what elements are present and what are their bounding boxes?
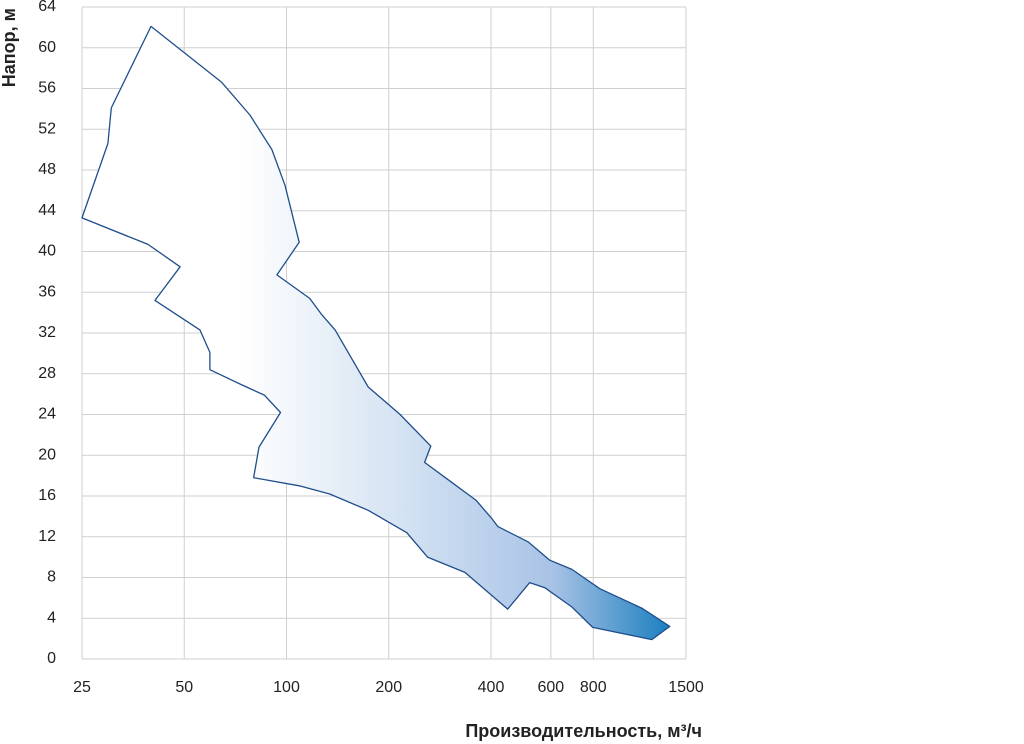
- x-tick-label: 100: [273, 679, 300, 696]
- x-tick-label: 800: [580, 679, 607, 696]
- x-tick-label: 1500: [668, 679, 704, 696]
- y-tick-label: 44: [38, 202, 56, 219]
- y-tick-label: 28: [38, 365, 56, 382]
- y-tick-label: 0: [47, 650, 56, 667]
- x-axis-title: Производительность, м³/ч: [465, 721, 702, 741]
- y-tick-label: 12: [38, 528, 56, 545]
- y-tick-label: 60: [38, 39, 56, 56]
- y-tick-label: 4: [47, 609, 56, 626]
- y-tick-label: 32: [38, 324, 56, 341]
- x-tick-label: 50: [175, 679, 193, 696]
- y-tick-label: 56: [38, 80, 56, 97]
- x-tick-label: 600: [537, 679, 564, 696]
- envelope: [81, 25, 671, 641]
- y-tick-label: 40: [38, 243, 56, 260]
- x-tick-label: 400: [478, 679, 505, 696]
- y-tick-label: 36: [38, 283, 56, 300]
- y-tick-label: 64: [38, 0, 56, 15]
- y-axis-title: Напор, м: [0, 8, 19, 87]
- x-tick-label: 200: [375, 679, 402, 696]
- y-tick-label: 48: [38, 161, 56, 178]
- y-tick-label: 52: [38, 120, 56, 137]
- y-tick-label: 24: [38, 406, 56, 423]
- y-tick-label: 20: [38, 446, 56, 463]
- y-tick-label: 16: [38, 487, 56, 504]
- x-tick-label: 25: [73, 679, 91, 696]
- y-tick-label: 8: [47, 569, 56, 586]
